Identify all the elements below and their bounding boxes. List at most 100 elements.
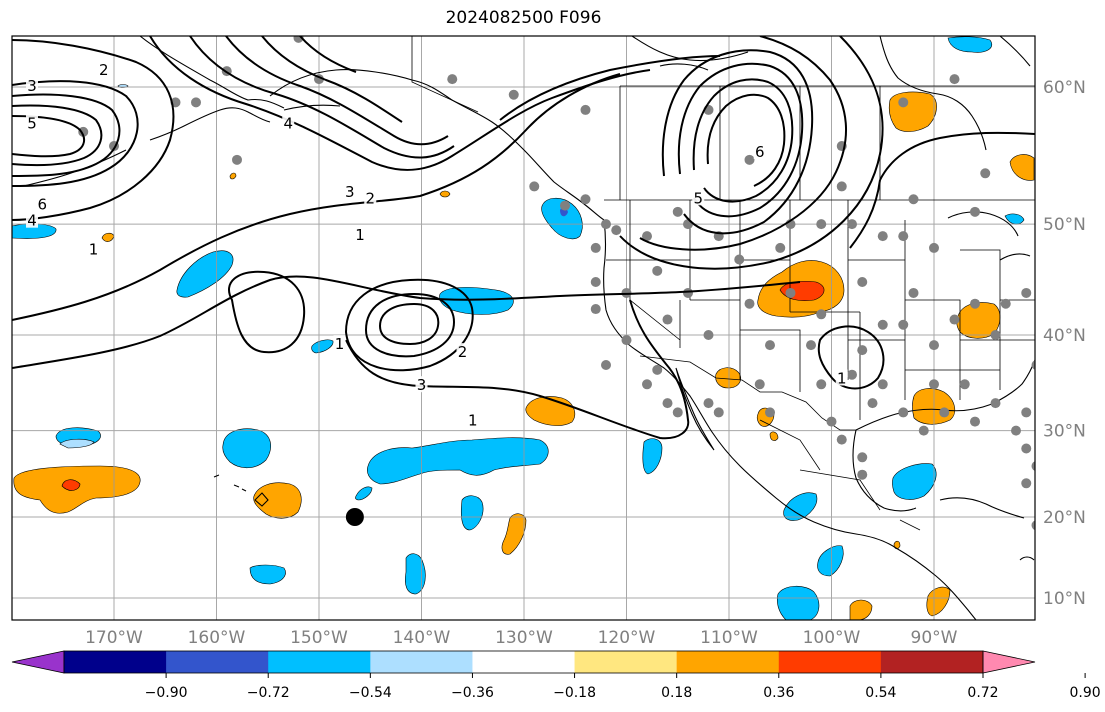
contour-label-bg bbox=[753, 142, 766, 159]
station-dot bbox=[949, 74, 960, 85]
station-dot bbox=[672, 206, 683, 217]
station-dot bbox=[560, 200, 570, 211]
station-dot bbox=[1021, 287, 1032, 298]
station-dot bbox=[785, 287, 796, 298]
contour-label-bg bbox=[466, 411, 479, 428]
station-dot bbox=[662, 398, 673, 409]
contour-label: 1 bbox=[335, 335, 345, 353]
map-frame bbox=[11, 35, 1036, 621]
contour-label-bg bbox=[36, 195, 49, 212]
shade-cyan bbox=[817, 545, 844, 577]
station-dot bbox=[683, 287, 693, 298]
colorbar-tick-label: −0.54 bbox=[349, 685, 392, 701]
station-dot bbox=[1021, 443, 1032, 454]
station-dot bbox=[590, 276, 601, 287]
station-dot bbox=[590, 242, 601, 253]
lon-tick-labels: 170°W 160°W 150°W 140°W 130°W 120°W 110°W 100°W… bbox=[85, 628, 958, 648]
station-dot bbox=[877, 379, 888, 390]
contour-label: 2 bbox=[458, 343, 468, 361]
colorbar-segment bbox=[166, 651, 269, 673]
lon-tick-label: 170°W bbox=[85, 628, 143, 648]
contour-label-bg bbox=[343, 182, 356, 199]
station-dot bbox=[1031, 360, 1035, 370]
station-dot bbox=[929, 379, 939, 390]
contour-label-bg bbox=[87, 240, 100, 257]
station-dot bbox=[611, 225, 622, 236]
contour-label-bg bbox=[456, 343, 469, 360]
colorbar-tick-label: −0.36 bbox=[451, 685, 494, 701]
shade-orange bbox=[501, 513, 527, 555]
station-dot bbox=[959, 379, 970, 390]
colorbar-segment bbox=[574, 651, 678, 673]
shade-cyan bbox=[222, 428, 271, 469]
station-dot bbox=[601, 219, 611, 230]
station-dot bbox=[970, 298, 980, 309]
colorbar-tick-label: 0.72 bbox=[967, 685, 998, 701]
anomaly-shading bbox=[12, 36, 1035, 620]
contour-label: 1 bbox=[89, 240, 99, 258]
colorbar-segment bbox=[268, 651, 371, 673]
contour-label: 5 bbox=[693, 189, 703, 207]
shade-cyan bbox=[783, 492, 818, 521]
station-dot bbox=[970, 416, 980, 427]
contour-label-bg bbox=[333, 335, 346, 352]
shade-cyan bbox=[1004, 213, 1025, 225]
station-dot bbox=[642, 379, 652, 390]
contour-label-bg bbox=[26, 77, 38, 93]
shade-cyan bbox=[892, 463, 937, 500]
station-dot bbox=[908, 287, 919, 298]
station-dot bbox=[662, 314, 673, 325]
station-dot bbox=[908, 194, 919, 205]
station-dot bbox=[898, 231, 909, 242]
shade-orange bbox=[715, 367, 741, 389]
colorbar-segment bbox=[880, 651, 984, 673]
colorbar-segment bbox=[370, 651, 473, 673]
contour-label: 3 bbox=[27, 77, 37, 95]
lat-tick-label: 30°N bbox=[1043, 422, 1086, 442]
shade-orange bbox=[439, 190, 451, 198]
contour-label-bg bbox=[26, 211, 38, 228]
shade-cyan bbox=[642, 438, 663, 475]
station-dot bbox=[857, 469, 868, 480]
contour-label: 4 bbox=[27, 212, 37, 230]
contour-label: 5 bbox=[27, 115, 37, 133]
station-dot bbox=[816, 219, 827, 230]
contour-label: 1 bbox=[468, 412, 478, 430]
colorbar-tick-label: 0.18 bbox=[661, 685, 692, 701]
station-dots bbox=[78, 36, 1035, 531]
station-dot bbox=[191, 97, 201, 108]
shade-orange bbox=[13, 465, 141, 514]
station-dot bbox=[816, 379, 827, 390]
contour-label: 6 bbox=[755, 143, 765, 161]
shade-lightblue bbox=[59, 438, 95, 449]
station-dot bbox=[1031, 520, 1035, 531]
colorbar-frame bbox=[63, 650, 984, 674]
lon-tick-label: 140°W bbox=[393, 628, 451, 648]
colorbar-extend-high bbox=[982, 650, 1036, 674]
contour-label: 2 bbox=[365, 189, 375, 207]
station-dot bbox=[1031, 461, 1035, 471]
station-dot bbox=[990, 330, 1001, 341]
contours bbox=[12, 36, 1035, 440]
station-dot bbox=[836, 434, 847, 445]
station-dot bbox=[1000, 298, 1011, 309]
contour-label-bg bbox=[354, 226, 366, 243]
station-dot bbox=[652, 364, 663, 375]
lat-tick-label: 60°N bbox=[1043, 78, 1086, 98]
station-dot bbox=[683, 219, 693, 230]
station-dot bbox=[754, 379, 765, 390]
station-dot bbox=[980, 168, 991, 179]
station-dot bbox=[847, 219, 857, 230]
lat-tick-labels: 60°N 50°N 40°N 30°N 20°N 10°N bbox=[1043, 78, 1086, 609]
station-dot bbox=[703, 398, 714, 409]
station-dot bbox=[672, 407, 683, 418]
station-dot bbox=[580, 104, 591, 115]
shade-orange bbox=[229, 172, 237, 180]
lon-tick-label: 100°W bbox=[803, 628, 861, 648]
station-dot bbox=[703, 330, 714, 341]
station-dot bbox=[580, 194, 591, 205]
shade-orange bbox=[253, 482, 302, 519]
station-dot bbox=[642, 231, 652, 242]
shade-cyan bbox=[355, 486, 373, 501]
